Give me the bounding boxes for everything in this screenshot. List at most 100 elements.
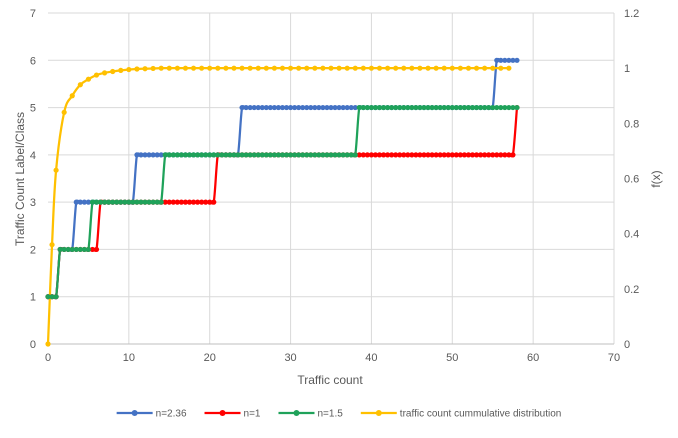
data-point-n-1-5 bbox=[393, 104, 399, 111]
legend-label-n-1: n=1 bbox=[244, 409, 261, 420]
data-point-n-1 bbox=[376, 152, 383, 158]
x-tick-label: 30 bbox=[284, 352, 296, 364]
data-point-n-2-36 bbox=[263, 104, 269, 111]
data-point-n-1-5 bbox=[203, 152, 209, 158]
data-point-n-2-36 bbox=[85, 199, 92, 205]
data-point-n-1 bbox=[166, 199, 172, 205]
data-point-n-1-5 bbox=[106, 199, 112, 205]
data-point-n-1-5 bbox=[102, 199, 108, 205]
data-point-n-1-5 bbox=[186, 152, 193, 158]
data-point-n-2-36 bbox=[81, 199, 87, 205]
data-point-n-1-5 bbox=[122, 199, 128, 205]
data-point-n-1 bbox=[89, 246, 96, 253]
data-point-n-1 bbox=[372, 152, 379, 158]
data-point-traffic-count-cummulative-distribution bbox=[158, 65, 164, 71]
data-point-traffic-count-cummulative-distribution bbox=[457, 65, 463, 71]
data-point-n-2-36 bbox=[77, 199, 83, 205]
data-point-n-1-5 bbox=[360, 104, 366, 111]
data-point-n-2-36 bbox=[502, 57, 508, 63]
legend-label-traffic-count-cummulative-distribution: traffic count cummulative distribution bbox=[400, 409, 562, 420]
data-point-n-1-5 bbox=[279, 152, 286, 158]
y-tick-label: 5 bbox=[30, 103, 36, 115]
data-point-n-1 bbox=[429, 152, 435, 158]
data-point-n-2-36 bbox=[150, 152, 156, 158]
data-point-n-1-5 bbox=[348, 152, 354, 158]
data-point-n-2-36 bbox=[316, 104, 322, 111]
data-point-traffic-count-cummulative-distribution bbox=[449, 65, 455, 71]
data-point-traffic-count-cummulative-distribution bbox=[425, 65, 431, 71]
data-point-n-1-5 bbox=[385, 104, 391, 111]
legend-swatch-marker-n-2-36 bbox=[131, 410, 138, 416]
data-point-n-1-5 bbox=[453, 104, 459, 111]
data-point-n-2-36 bbox=[138, 152, 144, 158]
data-point-traffic-count-cummulative-distribution bbox=[134, 66, 140, 72]
data-point-n-1-5 bbox=[178, 152, 185, 158]
data-point-n-1-5 bbox=[247, 152, 253, 158]
data-point-n-1 bbox=[207, 199, 213, 205]
y-tick-label: 4 bbox=[30, 150, 36, 162]
data-point-n-2-36 bbox=[300, 104, 306, 111]
data-point-traffic-count-cummulative-distribution bbox=[352, 65, 358, 71]
data-point-n-1-5 bbox=[207, 152, 213, 158]
data-point-n-1-5 bbox=[150, 199, 156, 205]
data-point-n-1 bbox=[433, 152, 439, 158]
data-point-n-1 bbox=[389, 152, 395, 158]
data-point-n-1-5 bbox=[409, 104, 415, 111]
data-point-n-1-5 bbox=[73, 246, 79, 253]
data-point-n-1-5 bbox=[477, 104, 484, 111]
data-point-n-2-36 bbox=[243, 104, 249, 111]
data-point-traffic-count-cummulative-distribution bbox=[312, 65, 318, 71]
data-point-n-1-5 bbox=[53, 294, 59, 300]
data-point-traffic-count-cummulative-distribution bbox=[263, 65, 269, 71]
data-point-n-1-5 bbox=[114, 199, 120, 205]
data-point-n-2-36 bbox=[320, 104, 326, 111]
data-point-n-2-36 bbox=[312, 104, 318, 111]
data-point-n-2-36 bbox=[158, 152, 164, 158]
data-point-n-1-5 bbox=[469, 104, 476, 111]
data-point-n-1-5 bbox=[344, 152, 350, 158]
data-point-n-1-5 bbox=[502, 104, 508, 111]
data-point-traffic-count-cummulative-distribution bbox=[344, 65, 350, 71]
data-point-n-1-5 bbox=[445, 104, 451, 111]
data-point-traffic-count-cummulative-distribution bbox=[61, 109, 67, 115]
data-point-n-1 bbox=[506, 152, 512, 158]
data-point-traffic-count-cummulative-distribution bbox=[215, 65, 221, 71]
data-point-traffic-count-cummulative-distribution bbox=[296, 65, 302, 71]
x-tick-label: 20 bbox=[204, 352, 216, 364]
data-point-n-2-36 bbox=[348, 104, 354, 111]
data-point-n-1-5 bbox=[433, 104, 439, 111]
data-point-n-1 bbox=[425, 152, 431, 158]
data-point-n-1-5 bbox=[134, 199, 140, 205]
legend-label-n-1-5: n=1.5 bbox=[317, 409, 343, 420]
data-point-n-1-5 bbox=[158, 199, 164, 205]
data-point-n-1 bbox=[457, 152, 463, 158]
data-point-n-1-5 bbox=[77, 246, 83, 253]
data-point-n-1 bbox=[174, 199, 180, 205]
data-point-n-1 bbox=[356, 152, 362, 158]
data-point-n-1-5 bbox=[510, 104, 516, 111]
data-point-traffic-count-cummulative-distribution bbox=[190, 65, 197, 71]
legend-label-n-2-36: n=2.36 bbox=[156, 409, 187, 420]
data-point-n-1 bbox=[93, 246, 100, 253]
data-point-n-1-5 bbox=[89, 199, 96, 205]
data-point-n-1 bbox=[417, 152, 423, 158]
data-point-n-1-5 bbox=[490, 104, 496, 111]
data-point-traffic-count-cummulative-distribution bbox=[433, 65, 439, 71]
data-point-n-2-36 bbox=[154, 152, 160, 158]
data-point-n-1-5 bbox=[170, 152, 176, 158]
data-point-n-2-36 bbox=[134, 152, 140, 158]
data-point-n-2-36 bbox=[494, 57, 500, 63]
data-point-n-1 bbox=[494, 152, 500, 158]
data-point-n-1-5 bbox=[300, 152, 306, 158]
x-axis-title: Traffic count bbox=[297, 373, 363, 387]
data-point-n-1-5 bbox=[49, 294, 55, 300]
data-point-traffic-count-cummulative-distribution bbox=[401, 65, 407, 71]
y2-tick-label: 1 bbox=[624, 63, 630, 75]
data-point-n-1 bbox=[203, 199, 209, 205]
data-point-n-1-5 bbox=[457, 104, 463, 111]
data-point-traffic-count-cummulative-distribution bbox=[102, 70, 108, 76]
secondary-y-axis-title: f(x) bbox=[649, 170, 663, 187]
y-tick-label: 3 bbox=[30, 197, 36, 209]
